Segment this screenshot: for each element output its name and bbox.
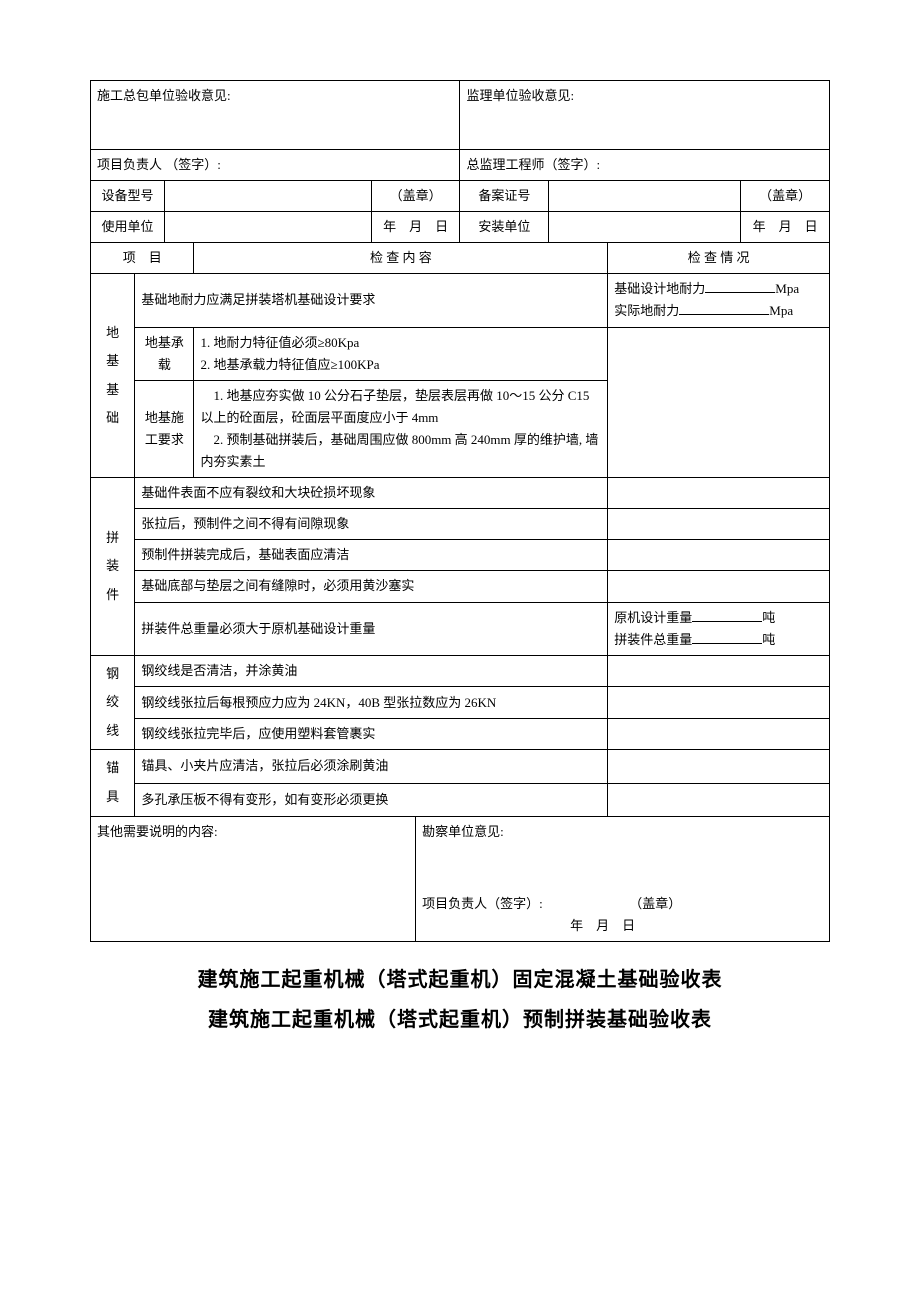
mao-r2: 多孔承压板不得有变形，如有变形必须更换 <box>135 783 608 816</box>
survey-opinion-cell[interactable]: 勘察单位意见: 项目负责人（签字）: （盖章） 年 月 日 <box>416 816 830 941</box>
record-label: 备案证号 <box>460 181 549 212</box>
use-unit-value[interactable] <box>164 212 371 243</box>
date-right: 年 月 日 <box>741 212 830 243</box>
col-header-item: 项 目 <box>91 243 194 274</box>
survey-date: 年 月 日 <box>570 918 635 933</box>
header-info-table: 设备型号 （盖章） 备案证号 （盖章） 使用单位 年 月 日 安装单位 年 月 … <box>90 180 830 243</box>
diji-sub1-label: 地基承载 <box>135 327 194 380</box>
mao-label: 锚具 <box>91 750 135 816</box>
left-sig-label: 项目负责人 （签字）: <box>97 157 221 172</box>
left-sig-cell: 项目负责人 （签字）: <box>91 150 460 181</box>
diji-sub2-label: 地基施工要求 <box>135 380 194 477</box>
mao-r1: 锚具、小夹片应清洁，张拉后必须涂刷黄油 <box>135 750 608 783</box>
pinzhuang-label: 拼装件 <box>91 478 135 656</box>
gang-r3-status[interactable] <box>608 718 830 750</box>
diji-sub-status[interactable] <box>608 327 830 478</box>
stamp-left: （盖章） <box>371 181 460 212</box>
right-sig-cell: 总监理工程师（签字）: <box>460 150 830 181</box>
supervisor-opinion-label: 监理单位验收意见: <box>466 88 574 103</box>
title-2: 建筑施工起重机械（塔式起重机）预制拼装基础验收表 <box>90 1000 830 1040</box>
pinzhuang-r5: 拼装件总重量必须大于原机基础设计重量 <box>135 602 608 655</box>
pinzhuang-r1-status[interactable] <box>608 478 830 509</box>
gang-r2-status[interactable] <box>608 687 830 719</box>
pinzhuang-r4: 基础底部与垫层之间有缝隙时，必须用黄沙塞实 <box>135 571 608 602</box>
diji-row1-status[interactable]: 基础设计地耐力Mpa 实际地耐力Mpa <box>608 274 830 327</box>
install-unit-value[interactable] <box>549 212 741 243</box>
gang-r1: 钢绞线是否清洁，并涂黄油 <box>135 655 608 687</box>
top-signature-table: 施工总包单位验收意见: 监理单位验收意见: 项目负责人 （签字）: 总监理工程师… <box>90 80 830 181</box>
install-unit-label: 安装单位 <box>460 212 549 243</box>
survey-opinion-label: 勘察单位意见: <box>422 824 504 839</box>
col-header-content: 检 查 内 容 <box>194 243 608 274</box>
gang-r3: 钢绞线张拉完毕后，应使用塑料套管裹实 <box>135 718 608 750</box>
use-unit-label: 使用单位 <box>91 212 165 243</box>
contractor-opinion-label: 施工总包单位验收意见: <box>97 88 231 103</box>
record-value[interactable] <box>549 181 741 212</box>
mao-r1-status[interactable] <box>608 750 830 783</box>
survey-sig-label: 项目负责人（签字）: <box>422 896 543 911</box>
diji-row1: 基础地耐力应满足拼装塔机基础设计要求 <box>135 274 608 327</box>
contractor-opinion-cell: 施工总包单位验收意见: <box>91 81 460 150</box>
gang-r1-status[interactable] <box>608 655 830 687</box>
col-header-status: 检 查 情 况 <box>608 243 830 274</box>
diji-label: 地基基础 <box>91 274 135 478</box>
model-label: 设备型号 <box>91 181 165 212</box>
gang-label: 钢绞线 <box>91 655 135 750</box>
right-sig-label: 总监理工程师（签字）: <box>466 157 600 172</box>
pinzhuang-r1: 基础件表面不应有裂纹和大块砼损坏现象 <box>135 478 608 509</box>
survey-stamp-label: （盖章） <box>629 896 681 911</box>
pinzhuang-r5-status[interactable]: 原机设计重量吨 拼装件总重量吨 <box>608 602 830 655</box>
pinzhuang-r3-status[interactable] <box>608 540 830 571</box>
gang-r2: 钢绞线张拉后每根预应力应为 24KN，40B 型张拉数应为 26KN <box>135 687 608 719</box>
pinzhuang-r2: 张拉后，预制件之间不得有间隙现象 <box>135 509 608 540</box>
pinzhuang-r4-status[interactable] <box>608 571 830 602</box>
diji-sub1-content: 1. 地耐力特征值必须≥80Kpa 2. 地基承载力特征值应≥100KPa <box>194 327 608 380</box>
other-notes-label: 其他需要说明的内容: <box>97 824 218 839</box>
title-block: 建筑施工起重机械（塔式起重机）固定混凝土基础验收表 建筑施工起重机械（塔式起重机… <box>90 960 830 1040</box>
model-value[interactable] <box>164 181 371 212</box>
inspection-table: 项 目 检 查 内 容 检 查 情 况 地基基础 基础地耐力应满足拼装塔机基础设… <box>90 242 830 816</box>
mao-r2-status[interactable] <box>608 783 830 816</box>
pinzhuang-r3: 预制件拼装完成后，基础表面应清洁 <box>135 540 608 571</box>
supervisor-opinion-cell: 监理单位验收意见: <box>460 81 830 150</box>
date-left: 年 月 日 <box>371 212 460 243</box>
bottom-notes-table: 其他需要说明的内容: 勘察单位意见: 项目负责人（签字）: （盖章） 年 月 日 <box>90 816 830 942</box>
diji-sub2-content: 1. 地基应夯实做 10 公分石子垫层，垫层表层再做 10～15 公分 C15 … <box>194 380 608 477</box>
other-notes-cell[interactable]: 其他需要说明的内容: <box>91 816 416 941</box>
pinzhuang-r2-status[interactable] <box>608 509 830 540</box>
stamp-right: （盖章） <box>741 181 830 212</box>
title-1: 建筑施工起重机械（塔式起重机）固定混凝土基础验收表 <box>90 960 830 1000</box>
